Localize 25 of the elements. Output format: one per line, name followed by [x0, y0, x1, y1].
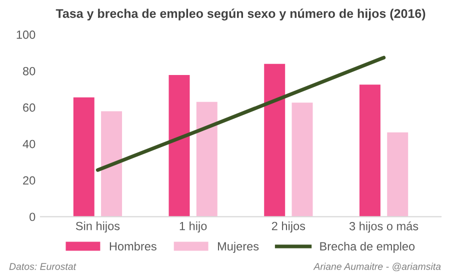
bar [387, 132, 408, 217]
y-tick-label: 0 [30, 212, 36, 222]
legend-label: Hombres [110, 242, 156, 251]
y-tick-label: 100 [16, 30, 36, 39]
bar [101, 111, 122, 217]
y-tick-label: 20 [23, 176, 36, 185]
chart-title: Tasa y brecha de empleo según sexo y número de hijos (2016) [56, 8, 426, 20]
y-tick-label: 80 [23, 66, 36, 76]
legend-label: Brecha de empleo [320, 242, 415, 253]
x-tick-label: Sin hijos [76, 222, 120, 233]
x-tick-label: 3 hijos o más [349, 222, 418, 233]
y-tick-label: 40 [22, 140, 36, 148]
text: Datos: Eurostat [9, 263, 76, 270]
text: Ariane Aumaitre - @ariamsita [313, 262, 441, 272]
x-tick-label: 1 hijo [180, 222, 207, 233]
legend-label: Mujeres [218, 242, 259, 253]
bar [292, 102, 313, 217]
bar [73, 97, 94, 217]
bar [264, 64, 286, 217]
bar [196, 102, 218, 217]
bar [359, 84, 380, 217]
line-series [96, 56, 386, 172]
y-tick-label: 60 [23, 103, 36, 112]
x-tick-label: 2 hijos [272, 222, 306, 233]
bar [168, 74, 190, 217]
